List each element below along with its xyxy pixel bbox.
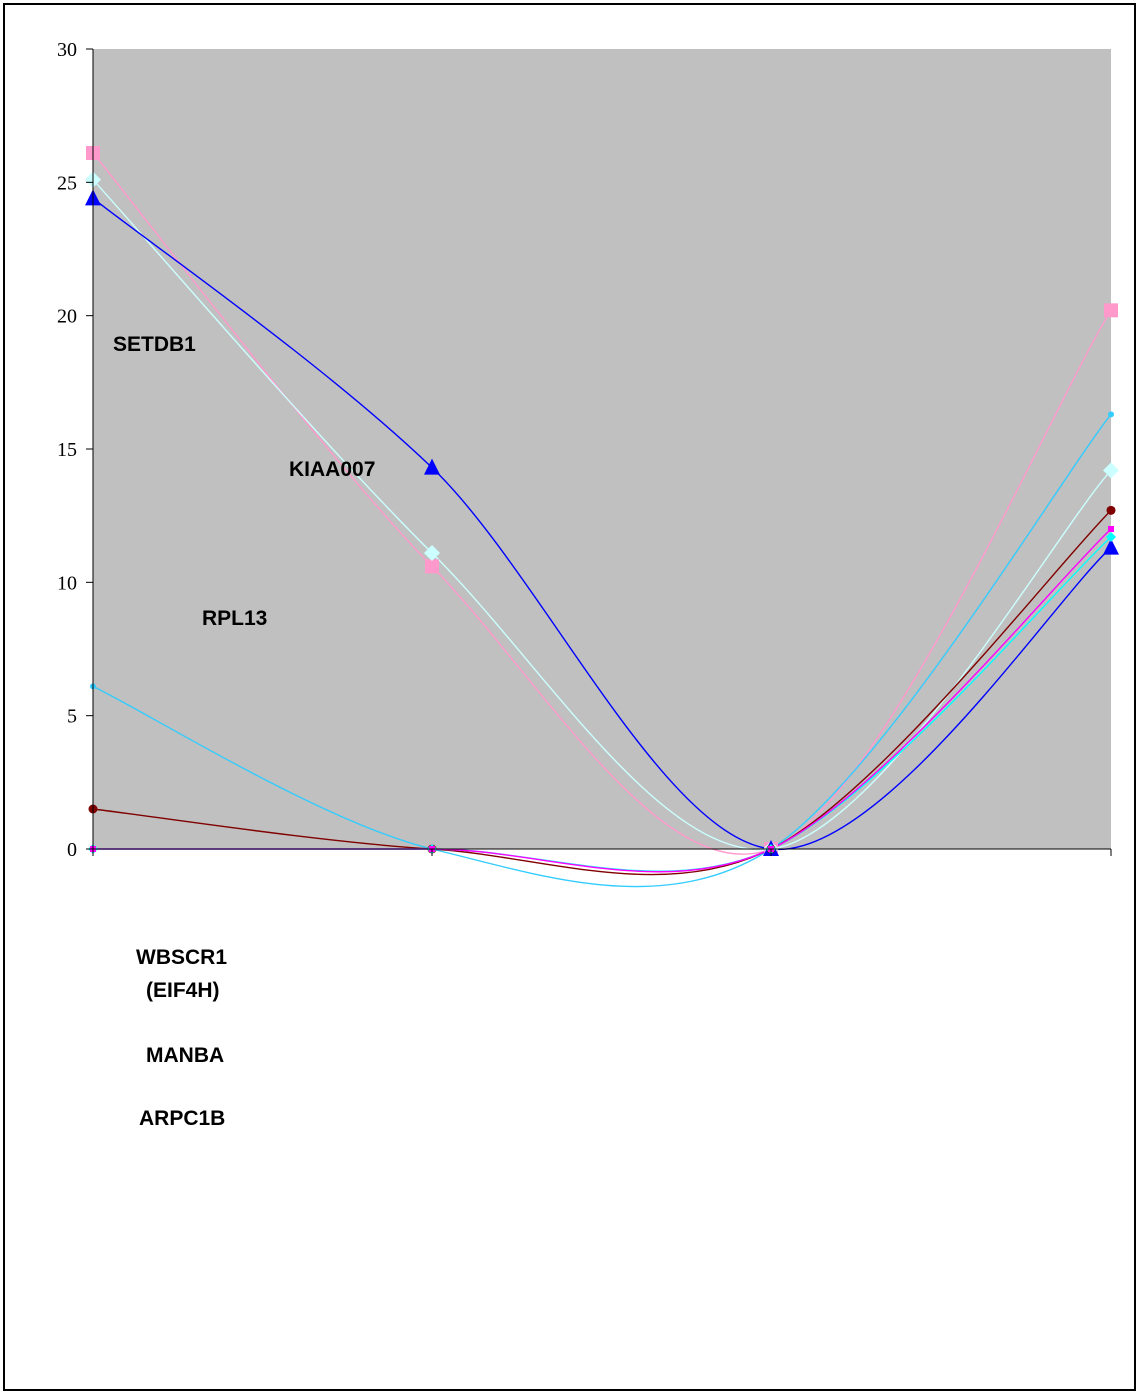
annotation-label: WBSCR1 [136, 946, 227, 969]
annotation-label: SETDB1 [113, 333, 196, 356]
point-rpl13-4 [1104, 303, 1118, 318]
point-manba-4 [1106, 505, 1116, 515]
series-line-kiaa007 [92, 197, 1112, 850]
annotation-label: ARPC1B [139, 1107, 225, 1130]
y-tick-label: 10 [57, 572, 77, 594]
point-setdb1-2 [424, 545, 440, 561]
point-arpc1b-4 [1106, 532, 1116, 542]
y-tick-label: 30 [57, 39, 77, 61]
y-tick-label: 5 [67, 706, 77, 728]
y-tick-label: 25 [57, 172, 77, 194]
annotation-label: RPL13 [202, 607, 267, 630]
plot-area [93, 49, 1111, 849]
point-wbscr1-eif4h-4 [1108, 411, 1114, 418]
annotation-label: KIAA007 [289, 458, 375, 481]
series-line-setdb1 [92, 179, 1112, 851]
series-lines [92, 152, 1112, 888]
annotation-label: (EIF4H) [146, 979, 220, 1002]
y-tick-label: 15 [57, 439, 77, 461]
series-line-rpl13 [92, 152, 1112, 855]
annotations: SETDB1 KIAA007 RPL13 WBSCR1 (EIF4H) MANBA ARPC… [113, 333, 375, 1130]
point-rpl13-2 [425, 559, 439, 574]
point-kiaa007-4 [1103, 538, 1119, 555]
series-line-manba [92, 509, 1112, 876]
y-tick-label: 0 [67, 839, 77, 861]
point-setdb1-4 [1103, 462, 1119, 479]
axes: 0 5 10 15 20 25 30 [57, 39, 1112, 861]
point-kiaa007-2 [424, 458, 440, 475]
series-line-wbscr1-eif4h [92, 413, 1112, 888]
annotation-label: MANBA [146, 1044, 224, 1067]
point-series-6-4 [1108, 526, 1114, 532]
y-tick-label: 20 [57, 306, 77, 328]
